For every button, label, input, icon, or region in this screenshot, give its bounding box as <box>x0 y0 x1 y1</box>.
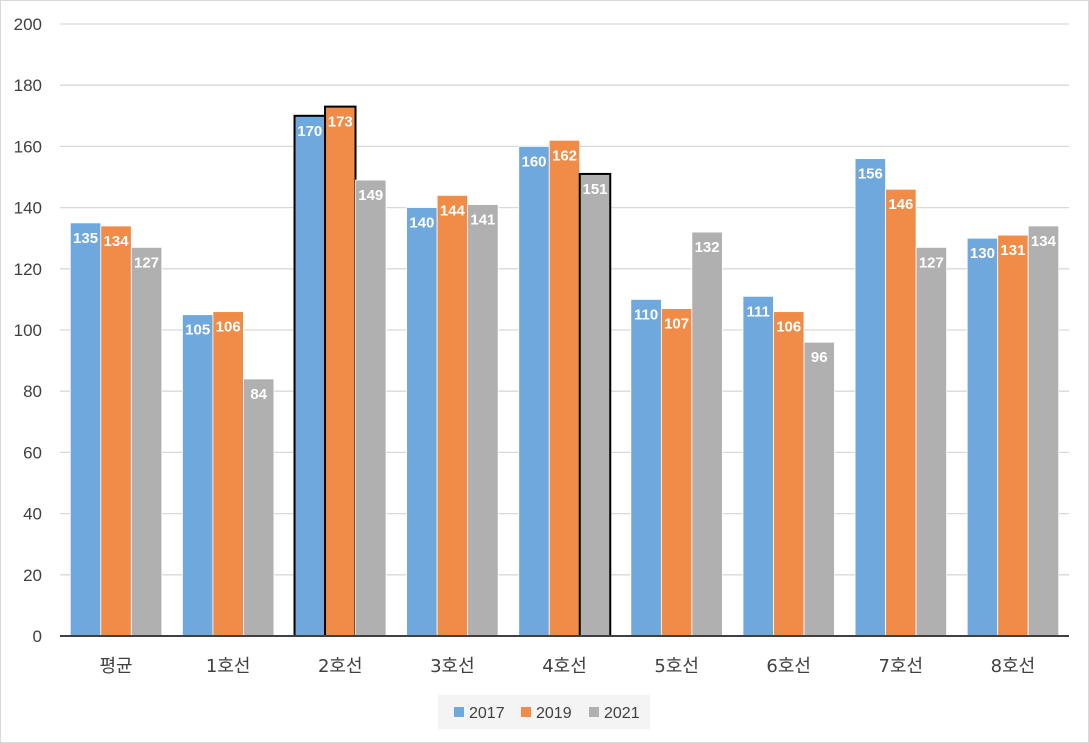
bar <box>578 172 612 637</box>
bar <box>467 204 499 637</box>
bar <box>966 237 999 637</box>
data-label: 106 <box>776 319 801 336</box>
bar <box>885 188 917 637</box>
bar <box>243 378 275 637</box>
legend-swatch <box>521 707 531 717</box>
bar <box>803 341 835 637</box>
x-tick-label: 8호선 <box>991 656 1036 677</box>
data-label: 135 <box>73 230 98 247</box>
legend-swatch <box>454 707 464 717</box>
bar <box>742 295 774 637</box>
bar <box>100 225 132 637</box>
bar <box>773 311 805 637</box>
bar <box>854 158 886 637</box>
legend-label: 2019 <box>536 705 572 722</box>
bar <box>660 308 693 637</box>
legend: 2017 2019 2021 <box>438 695 650 729</box>
x-tick-label: 평균 <box>99 656 132 677</box>
x-tick-label: 5호선 <box>654 656 699 677</box>
y-tick-label: 100 <box>14 321 42 340</box>
axes: 0 20 40 60 80 100 120 140 160 180 200 평균 1호선 2호선 3호선 4호… <box>14 15 1069 677</box>
data-label: 107 <box>664 316 689 333</box>
data-label: 130 <box>970 245 995 262</box>
data-label: 134 <box>104 233 130 250</box>
data-label: 84 <box>250 386 267 403</box>
data-label: 144 <box>440 202 466 219</box>
legend-label: 2021 <box>604 705 640 722</box>
data-label: 160 <box>521 153 546 170</box>
bar <box>436 194 469 637</box>
data-label: 151 <box>582 181 607 198</box>
bars <box>69 105 1060 638</box>
data-label: 111 <box>747 303 770 320</box>
legend-label: 2017 <box>469 705 505 722</box>
y-tick-label: 140 <box>14 199 42 218</box>
bar <box>915 246 947 637</box>
y-tick-label: 40 <box>23 505 42 524</box>
data-label: 105 <box>185 322 210 339</box>
y-tick-label: 0 <box>33 627 42 646</box>
bar <box>548 139 581 637</box>
y-tick-label: 80 <box>23 382 42 401</box>
y-tick-label: 20 <box>23 566 42 585</box>
data-label: 131 <box>1000 242 1025 259</box>
bar <box>997 234 1029 637</box>
data-label: 132 <box>695 239 720 256</box>
y-tick-label: 120 <box>14 260 42 279</box>
x-tick-label: 4호선 <box>542 656 587 677</box>
y-tick-label: 180 <box>14 76 42 95</box>
bar <box>630 298 662 637</box>
data-label: 149 <box>358 187 383 204</box>
bar <box>130 246 163 637</box>
x-tick-label: 6호선 <box>766 656 811 677</box>
data-label: 162 <box>552 147 577 164</box>
data-label: 106 <box>216 319 241 336</box>
data-label: 156 <box>858 166 883 183</box>
y-tick-label: 200 <box>14 15 42 34</box>
y-tick-label: 160 <box>14 137 42 156</box>
bar <box>355 179 387 637</box>
data-label: 141 <box>470 212 495 229</box>
bar <box>293 114 327 638</box>
bar <box>518 145 550 637</box>
y-tick-label: 60 <box>23 443 42 462</box>
data-label: 96 <box>811 349 828 366</box>
bar <box>691 231 723 637</box>
data-label: 127 <box>919 254 944 271</box>
bar <box>69 222 102 637</box>
data-label: 127 <box>134 254 159 271</box>
data-label: 170 <box>297 123 322 140</box>
bar <box>324 105 357 638</box>
data-label: 173 <box>328 114 353 131</box>
x-tick-label: 2호선 <box>318 656 363 677</box>
bar <box>212 311 244 637</box>
bar <box>182 314 214 637</box>
legend-box <box>438 695 650 729</box>
x-tick-label: 3호선 <box>430 656 475 677</box>
data-label: 134 <box>1031 233 1057 250</box>
data-label: 110 <box>634 306 658 323</box>
bar <box>1027 225 1060 637</box>
bar <box>406 207 438 637</box>
legend-swatch <box>589 707 599 717</box>
x-tick-label: 1호선 <box>206 656 251 677</box>
data-label: 146 <box>888 196 913 213</box>
data-label: 140 <box>409 215 434 232</box>
x-tick-label: 7호선 <box>879 656 924 677</box>
